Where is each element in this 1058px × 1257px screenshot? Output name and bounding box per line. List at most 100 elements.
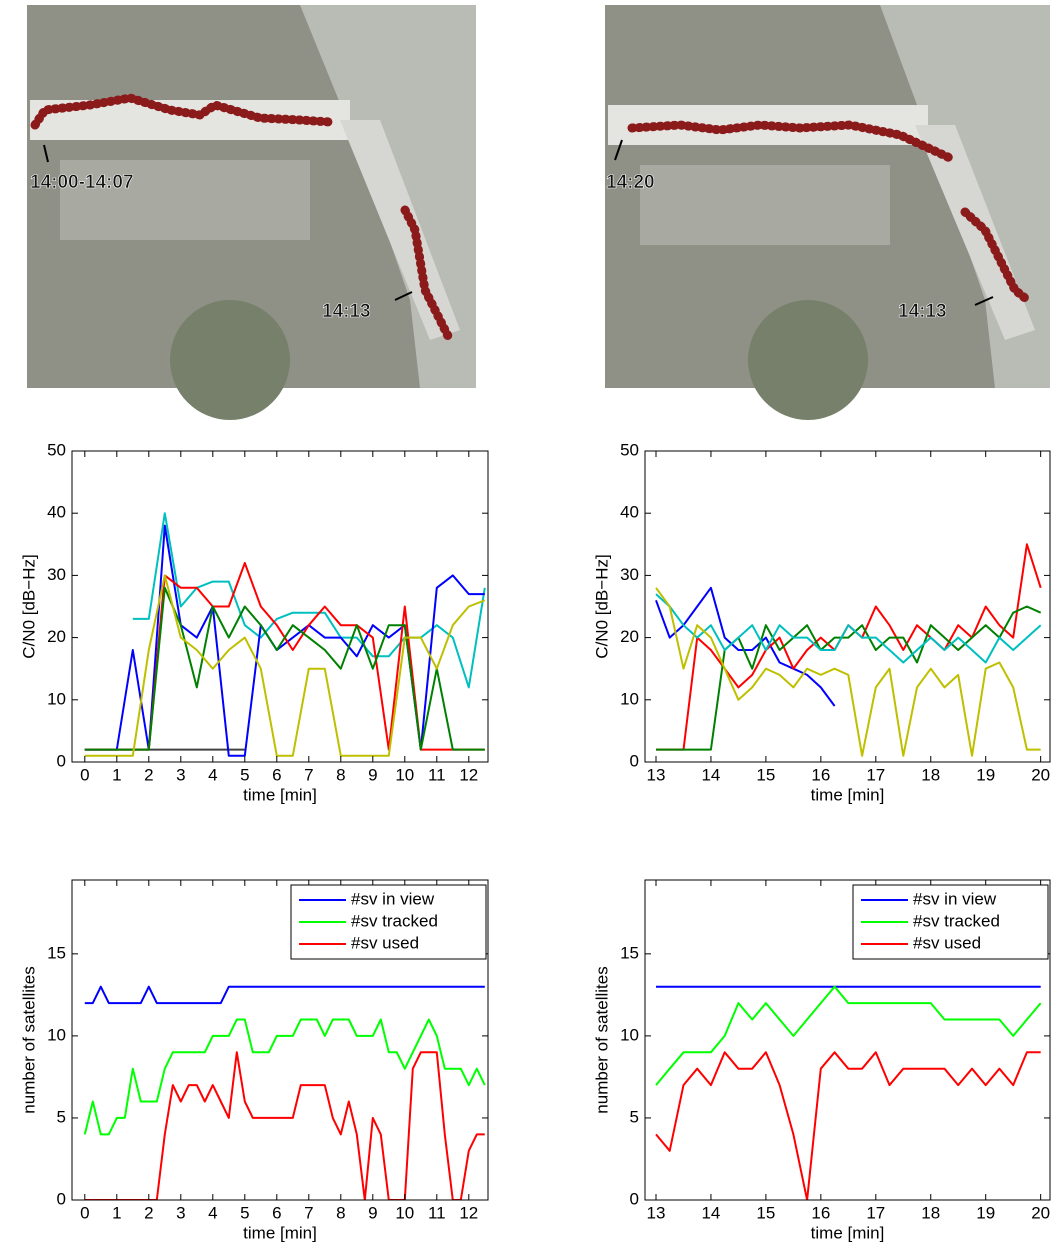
x-tick-label: 20 bbox=[1031, 765, 1050, 784]
x-tick-label: 18 bbox=[921, 765, 940, 784]
legend-label: #sv used bbox=[913, 933, 981, 952]
x-tick-label: 2 bbox=[144, 765, 153, 784]
x-tick-label: 12 bbox=[459, 1203, 478, 1222]
y-tick-label: 30 bbox=[47, 565, 66, 584]
x-tick-label: 18 bbox=[921, 1203, 940, 1222]
map-label: 14:13 bbox=[898, 301, 947, 322]
x-tick-label: 16 bbox=[811, 765, 830, 784]
arrow bbox=[394, 291, 413, 301]
legend: #sv in view #sv tracked #sv used bbox=[852, 884, 1049, 960]
y-tick-label: 5 bbox=[57, 1107, 66, 1126]
x-tick-label: 15 bbox=[756, 1203, 775, 1222]
track bbox=[627, 120, 955, 163]
x-tick-label: 4 bbox=[208, 1203, 217, 1222]
map-label: 14:20 bbox=[606, 172, 655, 193]
track bbox=[960, 207, 1030, 303]
y-tick-label: 15 bbox=[47, 943, 66, 962]
x-tick-label: 9 bbox=[368, 765, 377, 784]
apron bbox=[640, 165, 890, 245]
axes-frame bbox=[71, 450, 489, 763]
series-group bbox=[655, 985, 1042, 1200]
y-tick-label: 20 bbox=[620, 627, 639, 646]
series-line bbox=[655, 586, 836, 707]
x-tick-label: 14 bbox=[701, 765, 720, 784]
y-tick-label: 10 bbox=[47, 1025, 66, 1044]
x-tick-label: 14 bbox=[701, 1203, 720, 1222]
x-tick-label: 6 bbox=[272, 1203, 281, 1222]
series-line bbox=[84, 985, 485, 1005]
map-right: 14:20 14:13 bbox=[605, 5, 1050, 420]
legend-label: #sv used bbox=[351, 933, 419, 952]
x-tick-label: 6 bbox=[272, 765, 281, 784]
y-tick-label: 10 bbox=[620, 689, 639, 708]
series-group bbox=[83, 985, 486, 1200]
series-line bbox=[84, 1051, 485, 1200]
plot-area bbox=[645, 451, 1050, 762]
x-axis-label: time [min] bbox=[811, 785, 885, 804]
y-tick-label: 0 bbox=[57, 1189, 66, 1208]
x-axis-label: time [min] bbox=[243, 1223, 317, 1242]
pier bbox=[340, 120, 460, 340]
map-label: 14:13 bbox=[322, 301, 371, 322]
x-tick-label: 9 bbox=[368, 1203, 377, 1222]
x-tick-label: 10 bbox=[395, 1203, 414, 1222]
x-tick-label: 11 bbox=[428, 765, 446, 784]
map-label: 14:00-14:07 bbox=[30, 172, 134, 193]
y-tick-label: 40 bbox=[47, 503, 66, 522]
x-tick-label: 20 bbox=[1031, 1203, 1050, 1222]
series-line bbox=[84, 574, 486, 757]
x-tick-label: 17 bbox=[866, 765, 885, 784]
x-tick-label: 8 bbox=[336, 1203, 345, 1222]
x-tick-label: 3 bbox=[176, 765, 185, 784]
y-tick-label: 40 bbox=[620, 503, 639, 522]
x-axis-label: time [min] bbox=[811, 1223, 885, 1242]
track bbox=[30, 93, 335, 130]
x-tick-label: 2 bbox=[144, 1203, 153, 1222]
y-tick-label: 20 bbox=[47, 627, 66, 646]
arrow bbox=[43, 144, 49, 163]
y-tick-label: 50 bbox=[47, 440, 66, 459]
x-tick-label: 4 bbox=[208, 765, 217, 784]
y-axis-label: C/N0 [dB−Hz] bbox=[19, 554, 38, 658]
x-tick-label: 11 bbox=[428, 1203, 446, 1222]
x-tick-label: 1 bbox=[112, 1203, 121, 1222]
legend: #sv in view #sv tracked #sv used bbox=[290, 884, 487, 960]
y-tick-label: 15 bbox=[620, 943, 639, 962]
series-line bbox=[655, 593, 1042, 664]
axes-frame bbox=[644, 450, 1051, 763]
x-tick-label: 13 bbox=[647, 765, 666, 784]
x-tick-label: 8 bbox=[336, 765, 345, 784]
x-tick-label: 16 bbox=[811, 1203, 830, 1222]
series-group bbox=[655, 543, 1042, 757]
plot-area bbox=[72, 451, 488, 762]
legend-label: #sv tracked bbox=[351, 911, 438, 930]
series-line bbox=[655, 587, 1041, 757]
series-line bbox=[655, 985, 1042, 1086]
series-line bbox=[83, 1018, 486, 1136]
map-left: 14:00-14:07 14:13 bbox=[27, 5, 476, 420]
y-tick-label: 0 bbox=[630, 751, 639, 770]
y-tick-label: 5 bbox=[630, 1107, 639, 1126]
pier bbox=[915, 125, 1035, 340]
x-tick-label: 5 bbox=[240, 1203, 249, 1222]
x-tick-label: 0 bbox=[80, 765, 89, 784]
legend-label: #sv in view bbox=[913, 889, 997, 908]
x-tick-label: 5 bbox=[240, 765, 249, 784]
x-tick-label: 10 bbox=[395, 765, 414, 784]
apron bbox=[60, 160, 310, 240]
legend-label: #sv tracked bbox=[913, 911, 1000, 930]
legend-label: #sv in view bbox=[351, 889, 435, 908]
chart: 0 10 20 30 40 50 13 14 15 16 17 18 19 20 time [min] C/N… bbox=[592, 440, 1051, 804]
y-axis-label: C/N0 [dB−Hz] bbox=[592, 554, 611, 658]
y-tick-label: 50 bbox=[620, 440, 639, 459]
y-tick-label: 10 bbox=[47, 689, 66, 708]
y-axis-label: number of satellites bbox=[19, 966, 38, 1113]
y-tick-label: 30 bbox=[620, 565, 639, 584]
series-line bbox=[132, 512, 486, 689]
x-tick-label: 1 bbox=[112, 765, 121, 784]
arrow bbox=[974, 296, 994, 306]
series-line bbox=[655, 1051, 1041, 1200]
grass bbox=[170, 300, 290, 420]
